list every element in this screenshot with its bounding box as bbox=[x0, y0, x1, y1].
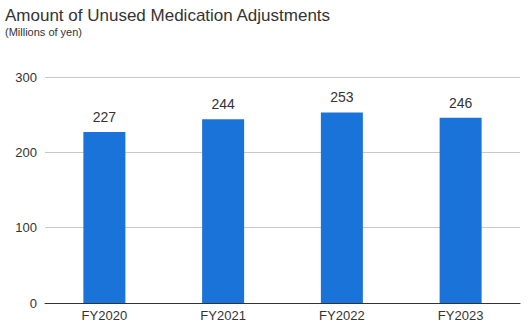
svg-text:FY2022: FY2022 bbox=[319, 308, 365, 323]
svg-text:227: 227 bbox=[93, 109, 117, 125]
svg-text:FY2023: FY2023 bbox=[438, 308, 484, 323]
svg-text:200: 200 bbox=[15, 145, 37, 160]
svg-text:(Millions of yen): (Millions of yen) bbox=[5, 26, 82, 38]
svg-text:244: 244 bbox=[211, 96, 235, 112]
svg-text:FY2020: FY2020 bbox=[82, 308, 128, 323]
svg-text:253: 253 bbox=[330, 89, 354, 105]
svg-text:FY2021: FY2021 bbox=[200, 308, 246, 323]
svg-text:100: 100 bbox=[15, 220, 37, 235]
svg-text:246: 246 bbox=[449, 95, 473, 111]
svg-text:Amount of Unused Medication Ad: Amount of Unused Medication Adjustments bbox=[5, 6, 330, 25]
svg-text:0: 0 bbox=[30, 296, 37, 311]
svg-text:300: 300 bbox=[15, 70, 37, 85]
